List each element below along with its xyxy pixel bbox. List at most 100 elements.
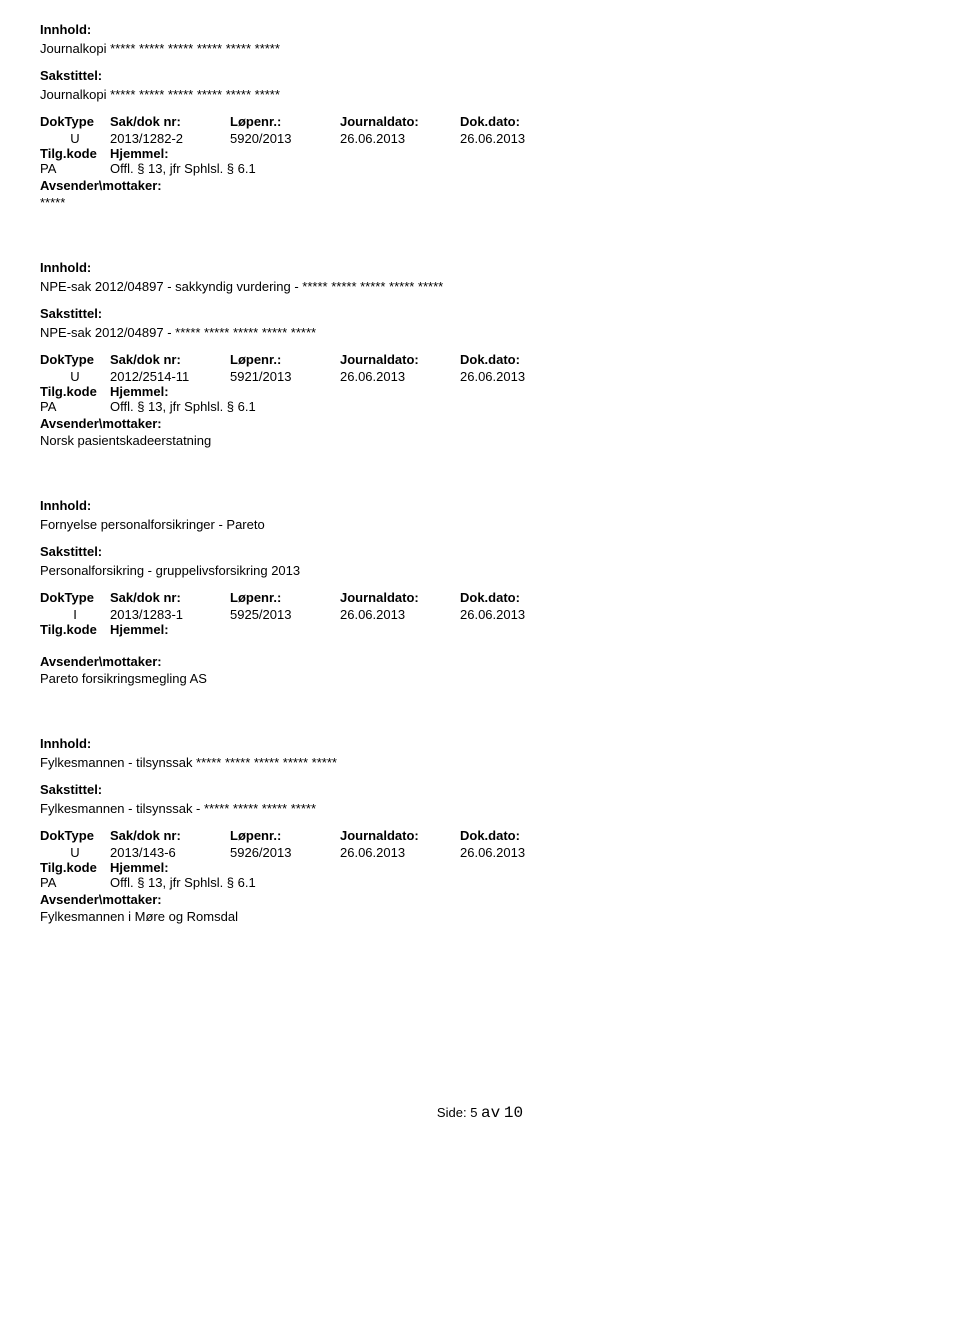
dokdato-value: 26.06.2013 — [460, 131, 580, 146]
avsender-value: Pareto forsikringsmegling AS — [40, 671, 920, 686]
innhold-value: NPE-sak 2012/04897 - sakkyndig vurdering… — [40, 279, 920, 294]
innhold-label: Innhold: — [40, 736, 920, 751]
tilgkode-label: Tilg.kode — [40, 860, 110, 875]
saknr-value: 2013/1283-1 — [110, 607, 230, 622]
sakstittel-label: Sakstittel: — [40, 544, 920, 559]
hjemmel-label: Hjemmel: — [110, 622, 169, 637]
journaldato-label: Journaldato: — [340, 828, 460, 843]
side-label: Side: — [437, 1105, 467, 1120]
innhold-label: Innhold: — [40, 260, 920, 275]
lopenr-label: Løpenr.: — [230, 590, 340, 605]
lopenr-label: Løpenr.: — [230, 828, 340, 843]
journal-entry: Innhold: NPE-sak 2012/04897 - sakkyndig … — [40, 260, 920, 448]
avsender-label: Avsender\mottaker: — [40, 178, 920, 193]
avsender-label: Avsender\mottaker: — [40, 654, 920, 669]
sakstittel-label: Sakstittel: — [40, 782, 920, 797]
tilg-value-row — [40, 637, 920, 652]
sakstittel-value: Journalkopi ***** ***** ***** ***** ****… — [40, 87, 920, 102]
tilgkode-label: Tilg.kode — [40, 146, 110, 161]
doktype-label: DokType — [40, 828, 110, 843]
doktype-label: DokType — [40, 352, 110, 367]
saknr-value: 2012/2514-11 — [110, 369, 230, 384]
page-total: 10 — [504, 1104, 523, 1122]
dokdato-value: 26.06.2013 — [460, 845, 580, 860]
tilg-header-row: Tilg.kodeHjemmel: — [40, 860, 920, 875]
avsender-label: Avsender\mottaker: — [40, 416, 920, 431]
tilgkode-value: PA — [40, 161, 110, 176]
tilgkode-label: Tilg.kode — [40, 384, 110, 399]
tilg-value-row: PAOffl. § 13, jfr Sphlsl. § 6.1 — [40, 399, 920, 414]
lopenr-label: Løpenr.: — [230, 114, 340, 129]
columns-header-row: DokTypeSak/dok nr:Løpenr.:Journaldato:Do… — [40, 590, 920, 605]
journal-entry: Innhold: Journalkopi ***** ***** ***** *… — [40, 22, 920, 210]
journal-entry: Innhold: Fornyelse personalforsikringer … — [40, 498, 920, 686]
doktype-value: I — [40, 607, 110, 622]
columns-value-row: U2013/1282-25920/201326.06.201326.06.201… — [40, 131, 920, 146]
tilgkode-value: PA — [40, 875, 110, 890]
innhold-value: Journalkopi ***** ***** ***** ***** ****… — [40, 41, 920, 56]
journaldato-value: 26.06.2013 — [340, 131, 460, 146]
tilg-header-row: Tilg.kodeHjemmel: — [40, 384, 920, 399]
innhold-value: Fylkesmannen - tilsynssak ***** ***** **… — [40, 755, 920, 770]
hjemmel-value: Offl. § 13, jfr Sphlsl. § 6.1 — [110, 399, 256, 414]
tilgkode-value: PA — [40, 399, 110, 414]
saknr-value: 2013/143-6 — [110, 845, 230, 860]
lopenr-value: 5925/2013 — [230, 607, 340, 622]
dokdato-label: Dok.dato: — [460, 828, 580, 843]
tilgkode-label: Tilg.kode — [40, 622, 110, 637]
dokdato-label: Dok.dato: — [460, 352, 580, 367]
av-label: av — [481, 1104, 500, 1122]
columns-value-row: U2013/143-65926/201326.06.201326.06.2013 — [40, 845, 920, 860]
hjemmel-label: Hjemmel: — [110, 384, 169, 399]
journaldato-label: Journaldato: — [340, 352, 460, 367]
hjemmel-label: Hjemmel: — [110, 860, 169, 875]
hjemmel-label: Hjemmel: — [110, 146, 169, 161]
doktype-label: DokType — [40, 114, 110, 129]
dokdato-value: 26.06.2013 — [460, 369, 580, 384]
page-footer: Side: 5 av 10 — [40, 1104, 920, 1122]
journaldato-label: Journaldato: — [340, 590, 460, 605]
sakstittel-value: NPE-sak 2012/04897 - ***** ***** ***** *… — [40, 325, 920, 340]
innhold-label: Innhold: — [40, 22, 920, 37]
avsender-value: ***** — [40, 195, 920, 210]
innhold-label: Innhold: — [40, 498, 920, 513]
hjemmel-value: Offl. § 13, jfr Sphlsl. § 6.1 — [110, 161, 256, 176]
sakstittel-value: Personalforsikring - gruppelivsforsikrin… — [40, 563, 920, 578]
doktype-label: DokType — [40, 590, 110, 605]
doktype-value: U — [40, 131, 110, 146]
avsender-value: Norsk pasientskadeerstatning — [40, 433, 920, 448]
avsender-label: Avsender\mottaker: — [40, 892, 920, 907]
columns-header-row: DokTypeSak/dok nr:Løpenr.:Journaldato:Do… — [40, 352, 920, 367]
journaldato-value: 26.06.2013 — [340, 607, 460, 622]
tilg-value-row: PAOffl. § 13, jfr Sphlsl. § 6.1 — [40, 875, 920, 890]
lopenr-value: 5921/2013 — [230, 369, 340, 384]
columns-header-row: DokTypeSak/dok nr:Løpenr.:Journaldato:Do… — [40, 828, 920, 843]
dokdato-value: 26.06.2013 — [460, 607, 580, 622]
page-current: 5 — [470, 1105, 477, 1120]
tilg-value-row: PAOffl. § 13, jfr Sphlsl. § 6.1 — [40, 161, 920, 176]
lopenr-value: 5920/2013 — [230, 131, 340, 146]
innhold-value: Fornyelse personalforsikringer - Pareto — [40, 517, 920, 532]
saknr-label: Sak/dok nr: — [110, 352, 230, 367]
saknr-label: Sak/dok nr: — [110, 114, 230, 129]
journaldato-value: 26.06.2013 — [340, 369, 460, 384]
journaldato-value: 26.06.2013 — [340, 845, 460, 860]
tilg-header-row: Tilg.kodeHjemmel: — [40, 146, 920, 161]
tilg-header-row: Tilg.kodeHjemmel: — [40, 622, 920, 637]
journal-entry: Innhold: Fylkesmannen - tilsynssak *****… — [40, 736, 920, 924]
doktype-value: U — [40, 845, 110, 860]
dokdato-label: Dok.dato: — [460, 590, 580, 605]
columns-value-row: I2013/1283-15925/201326.06.201326.06.201… — [40, 607, 920, 622]
columns-value-row: U2012/2514-115921/201326.06.201326.06.20… — [40, 369, 920, 384]
sakstittel-value: Fylkesmannen - tilsynssak - ***** ***** … — [40, 801, 920, 816]
dokdato-label: Dok.dato: — [460, 114, 580, 129]
lopenr-label: Løpenr.: — [230, 352, 340, 367]
lopenr-value: 5926/2013 — [230, 845, 340, 860]
saknr-label: Sak/dok nr: — [110, 590, 230, 605]
saknr-value: 2013/1282-2 — [110, 131, 230, 146]
journaldato-label: Journaldato: — [340, 114, 460, 129]
avsender-value: Fylkesmannen i Møre og Romsdal — [40, 909, 920, 924]
saknr-label: Sak/dok nr: — [110, 828, 230, 843]
hjemmel-value: Offl. § 13, jfr Sphlsl. § 6.1 — [110, 875, 256, 890]
columns-header-row: DokTypeSak/dok nr:Løpenr.:Journaldato:Do… — [40, 114, 920, 129]
